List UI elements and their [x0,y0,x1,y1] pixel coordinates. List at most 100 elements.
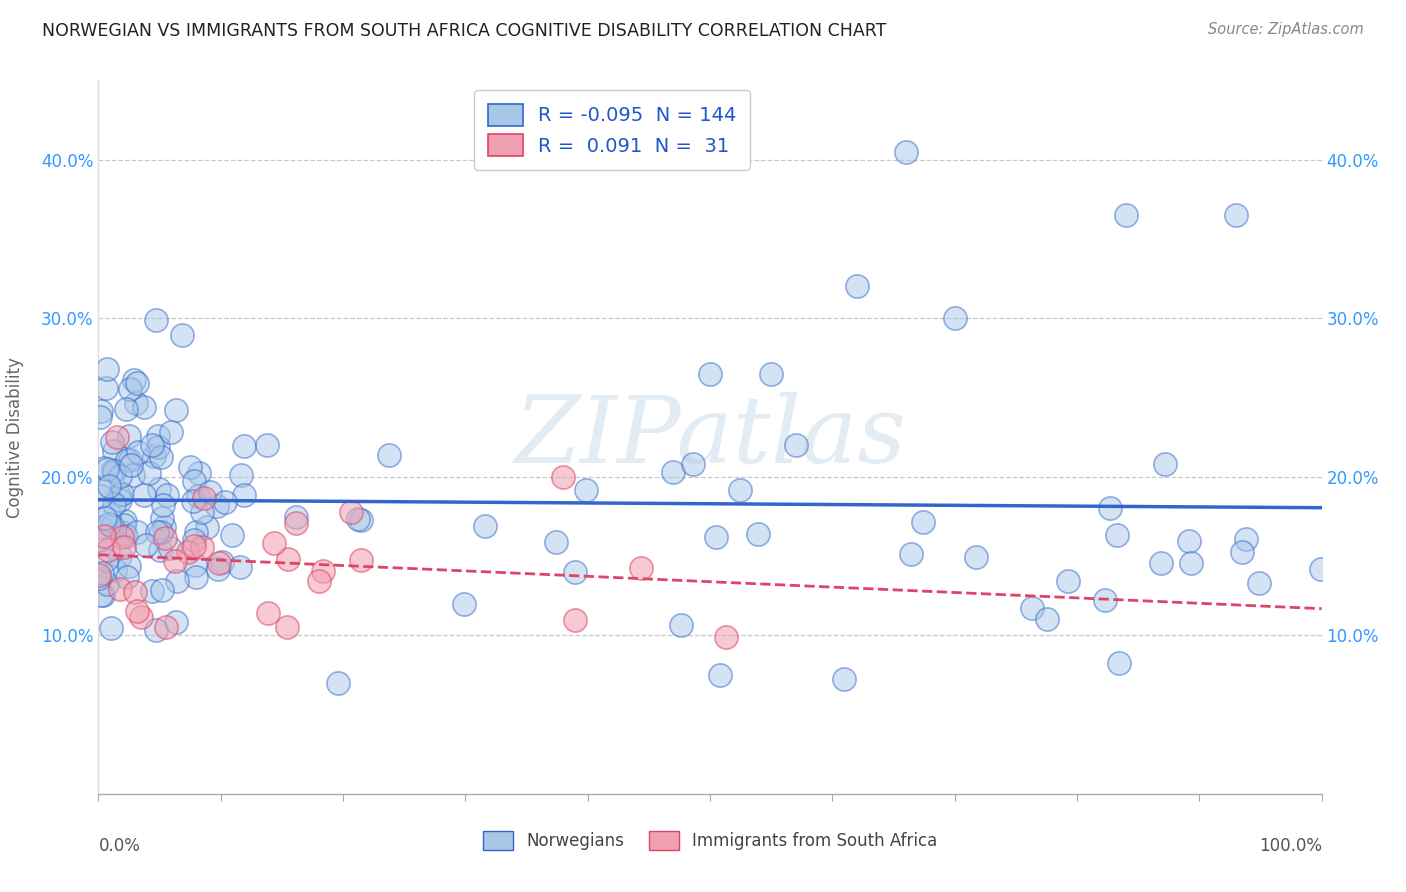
Point [704,530,727,544]
Point [165,615,187,629]
Point [138,466,160,480]
Point [845,279,868,293]
Point [183,539,205,553]
Point [87,480,110,494]
Point [229,468,252,483]
Point [141,438,163,452]
Point [146,524,169,539]
Point [118,429,141,443]
Point [111,530,134,544]
Point [155,620,177,634]
Point [148,482,170,496]
Point [127,376,149,391]
Point [894,145,917,159]
Point [165,554,187,568]
Y-axis label: Cognitive Disability: Cognitive Disability [7,357,24,517]
Point [149,542,172,557]
Point [1098,500,1121,515]
Point [96,462,118,476]
Point [186,570,208,584]
Point [87,567,110,582]
Point [177,545,200,559]
Point [1234,533,1257,547]
Point [104,563,127,577]
Point [145,313,167,327]
Point [1115,208,1137,222]
Point [97,542,120,557]
Point [1108,657,1130,671]
Point [184,558,207,573]
Point [114,518,136,533]
Point [346,511,368,525]
Point [1021,600,1043,615]
Point [166,574,188,588]
Point [326,676,349,690]
Point [108,582,131,596]
Point [1247,576,1270,591]
Point [101,435,124,450]
Point [122,373,145,387]
Point [195,519,218,533]
Point [191,540,214,554]
Point [277,552,299,566]
Point [120,453,142,467]
Point [564,566,586,580]
Point [114,514,136,528]
Point [153,531,176,545]
Point [108,469,131,483]
Point [832,672,855,686]
Point [340,505,363,519]
Point [207,562,229,576]
Point [709,667,731,681]
Point [153,520,176,534]
Point [965,550,987,565]
Point [232,488,254,502]
Point [96,381,118,395]
Point [211,555,233,569]
Point [120,458,142,472]
Point [97,517,120,532]
Point [1225,208,1247,222]
Point [1154,457,1177,471]
Point [546,535,568,549]
Point [1180,556,1202,570]
Point [124,585,146,599]
Point [156,488,179,502]
Point [111,487,134,501]
Point [115,401,138,416]
Point [232,439,254,453]
Point [105,430,128,444]
Point [114,529,136,543]
Point [148,440,170,454]
Point [553,469,575,483]
Point [115,570,138,584]
Point [179,459,201,474]
Point [141,583,163,598]
Point [108,492,131,507]
Point [214,495,236,509]
Point [785,438,807,452]
Point [93,461,115,475]
Point [98,479,121,493]
Point [127,604,149,618]
Point [103,497,125,511]
Point [714,630,737,644]
Point [143,449,166,463]
Point [671,617,693,632]
Point [150,582,173,597]
Point [575,483,598,498]
Point [761,367,783,381]
Point [90,404,112,418]
Point [94,553,117,567]
Point [135,538,157,552]
Point [90,588,112,602]
Point [170,328,193,343]
Point [349,553,371,567]
Point [118,558,141,573]
Point [150,524,173,539]
Point [378,448,401,462]
Point [96,577,118,591]
Text: 100.0%: 100.0% [1258,837,1322,855]
Point [276,620,298,634]
Point [208,557,231,571]
